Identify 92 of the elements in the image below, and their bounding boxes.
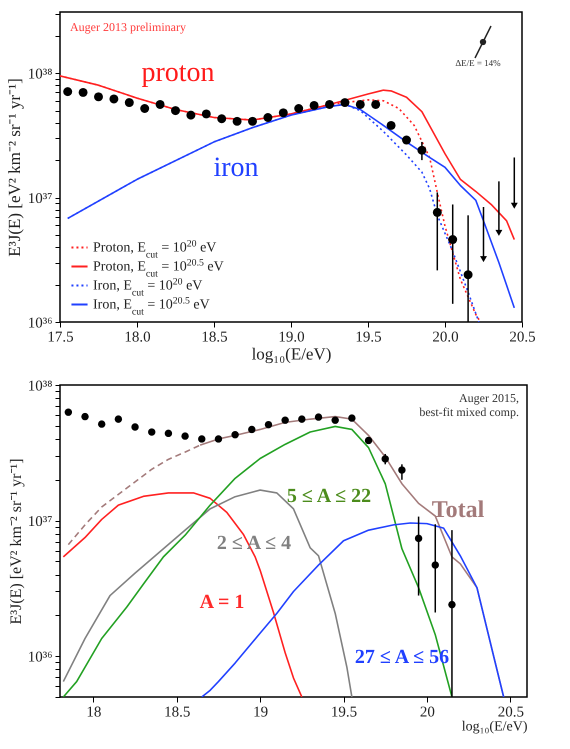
x-tick-label: 18.5 [164, 704, 190, 720]
point [181, 432, 189, 440]
y-tick-label: 10³⁸ [28, 66, 52, 83]
point [94, 92, 103, 102]
point [382, 455, 389, 463]
point [356, 100, 365, 109]
point [294, 104, 304, 113]
point [263, 113, 272, 122]
annotation: Auger 2015, best-fit mixed comp. [419, 391, 519, 419]
x-tick-label: 20 [420, 704, 435, 720]
y-tick-label: 10³⁶ [28, 316, 52, 332]
point [264, 420, 272, 428]
point [164, 430, 172, 438]
point [214, 435, 222, 443]
point [78, 88, 88, 97]
point [217, 114, 226, 124]
annotation: 5 ≤ A ≤ 22 [286, 485, 372, 507]
x-tick-label: 20.0 [432, 330, 459, 346]
point [298, 415, 306, 423]
x-tick-label: 18 [86, 704, 102, 720]
annotation: 2 ≤ A ≤ 4 [216, 532, 292, 554]
y-tick-label: 10³⁶ [28, 650, 52, 666]
point [348, 414, 356, 422]
annotation: iron [213, 152, 259, 183]
line-series [200, 522, 504, 697]
point [402, 136, 411, 144]
point [432, 561, 439, 569]
point [417, 146, 426, 155]
point [131, 423, 139, 431]
point [248, 426, 256, 434]
point [148, 428, 156, 436]
x-tick-label: 19.0 [278, 330, 305, 346]
annotation: ΔE/E = 14% [455, 58, 502, 68]
annotation: Auger 2013 preliminary [70, 20, 186, 34]
point [198, 435, 206, 443]
point [186, 110, 196, 120]
point [98, 420, 106, 428]
point [510, 202, 518, 209]
x-tick-label: 20.5 [509, 330, 536, 346]
point [64, 408, 72, 416]
x-axis-title: log₁₀(E/eV) [462, 720, 528, 734]
legend-label: Iron, E$_{cut}$ = 10$^{20}$ eV [93, 276, 202, 298]
point [331, 416, 339, 424]
point [414, 534, 422, 542]
y-tick-label: 10³⁸ [28, 378, 52, 394]
x-tick-label: 19.5 [330, 704, 358, 720]
point [364, 436, 372, 444]
y-axis-title: E³J(E) [eV² km⁻² sr⁻¹ yr⁻¹] [4, 78, 24, 257]
x-tick-label: 17.5 [47, 330, 74, 346]
point [124, 98, 134, 108]
x-tick-label: 20.5 [498, 704, 524, 720]
point [248, 116, 257, 126]
x-tick-label: 18.0 [124, 330, 151, 346]
legend-label: Proton, E$_{cut}$ = 10$^{20}$ eV [93, 238, 216, 260]
legend-label: Iron, E$_{cut}$ = 10$^{20.5}$ eV [93, 295, 210, 317]
y-tick-label: 10³⁷ [28, 514, 52, 530]
x-tick-label: 19 [253, 704, 268, 720]
line-series [62, 489, 353, 697]
point [231, 431, 239, 438]
point [156, 100, 165, 109]
point [63, 87, 72, 96]
y-tick-label: 10³⁷ [28, 191, 52, 208]
point [281, 416, 289, 424]
point [464, 270, 473, 280]
point [232, 116, 242, 126]
point [171, 106, 180, 116]
x-axis-title: log₁₀(E/eV) [252, 344, 332, 364]
point [202, 109, 211, 118]
point [432, 208, 442, 217]
point [480, 256, 487, 262]
y-axis-title: E³J(E) [eV² km⁻² sr⁻¹ yr⁻¹] [8, 458, 25, 625]
annotation: proton [141, 57, 215, 88]
point [371, 100, 380, 109]
point [278, 108, 288, 118]
point [114, 415, 122, 423]
annotation: Total [432, 497, 485, 523]
legend-label: Proton, E$_{cut}$ = 10$^{20.5}$ eV [93, 257, 224, 279]
x-tick-label: 18.5 [201, 330, 228, 346]
point [398, 466, 406, 474]
point [340, 98, 350, 108]
annotation: A = 1 [200, 591, 244, 613]
point [448, 235, 458, 244]
point [310, 100, 319, 110]
point [325, 100, 334, 109]
point [81, 412, 89, 420]
point [386, 120, 396, 130]
point [314, 413, 322, 421]
point [140, 104, 150, 113]
point [495, 230, 502, 236]
point [109, 94, 118, 104]
x-tick-label: 19.5 [355, 330, 382, 346]
point [448, 600, 456, 608]
